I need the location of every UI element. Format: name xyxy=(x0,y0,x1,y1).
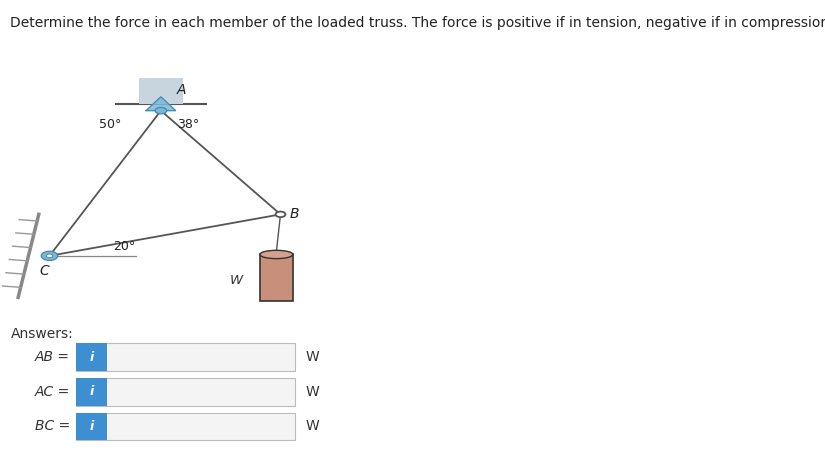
Text: 20°: 20° xyxy=(113,240,134,253)
Text: W: W xyxy=(229,274,243,287)
Bar xyxy=(76,413,107,440)
Text: i: i xyxy=(89,351,94,364)
Text: W: W xyxy=(305,385,319,399)
Text: Determine the force in each member of the loaded truss. The force is positive if: Determine the force in each member of th… xyxy=(10,16,825,30)
Text: i: i xyxy=(89,420,94,433)
Text: AB =: AB = xyxy=(35,350,70,364)
Text: Answers:: Answers: xyxy=(11,327,73,341)
Bar xyxy=(76,343,107,371)
Ellipse shape xyxy=(260,250,293,259)
Bar xyxy=(76,343,295,371)
Text: A: A xyxy=(177,83,186,97)
Bar xyxy=(260,254,293,301)
Circle shape xyxy=(155,107,167,114)
Text: W: W xyxy=(305,350,319,364)
Circle shape xyxy=(46,254,53,258)
Polygon shape xyxy=(146,97,176,111)
Text: AC =: AC = xyxy=(35,385,70,399)
Bar xyxy=(76,378,295,406)
Circle shape xyxy=(276,212,285,217)
Bar xyxy=(139,78,183,104)
Text: 50°: 50° xyxy=(98,118,121,131)
Text: i: i xyxy=(89,385,94,398)
Text: BC =: BC = xyxy=(35,420,70,433)
Circle shape xyxy=(41,251,58,260)
Text: B: B xyxy=(290,207,299,221)
Bar xyxy=(76,413,295,440)
Text: W: W xyxy=(305,420,319,433)
Text: 38°: 38° xyxy=(177,118,199,131)
Text: C: C xyxy=(40,264,50,278)
Bar xyxy=(76,378,107,406)
